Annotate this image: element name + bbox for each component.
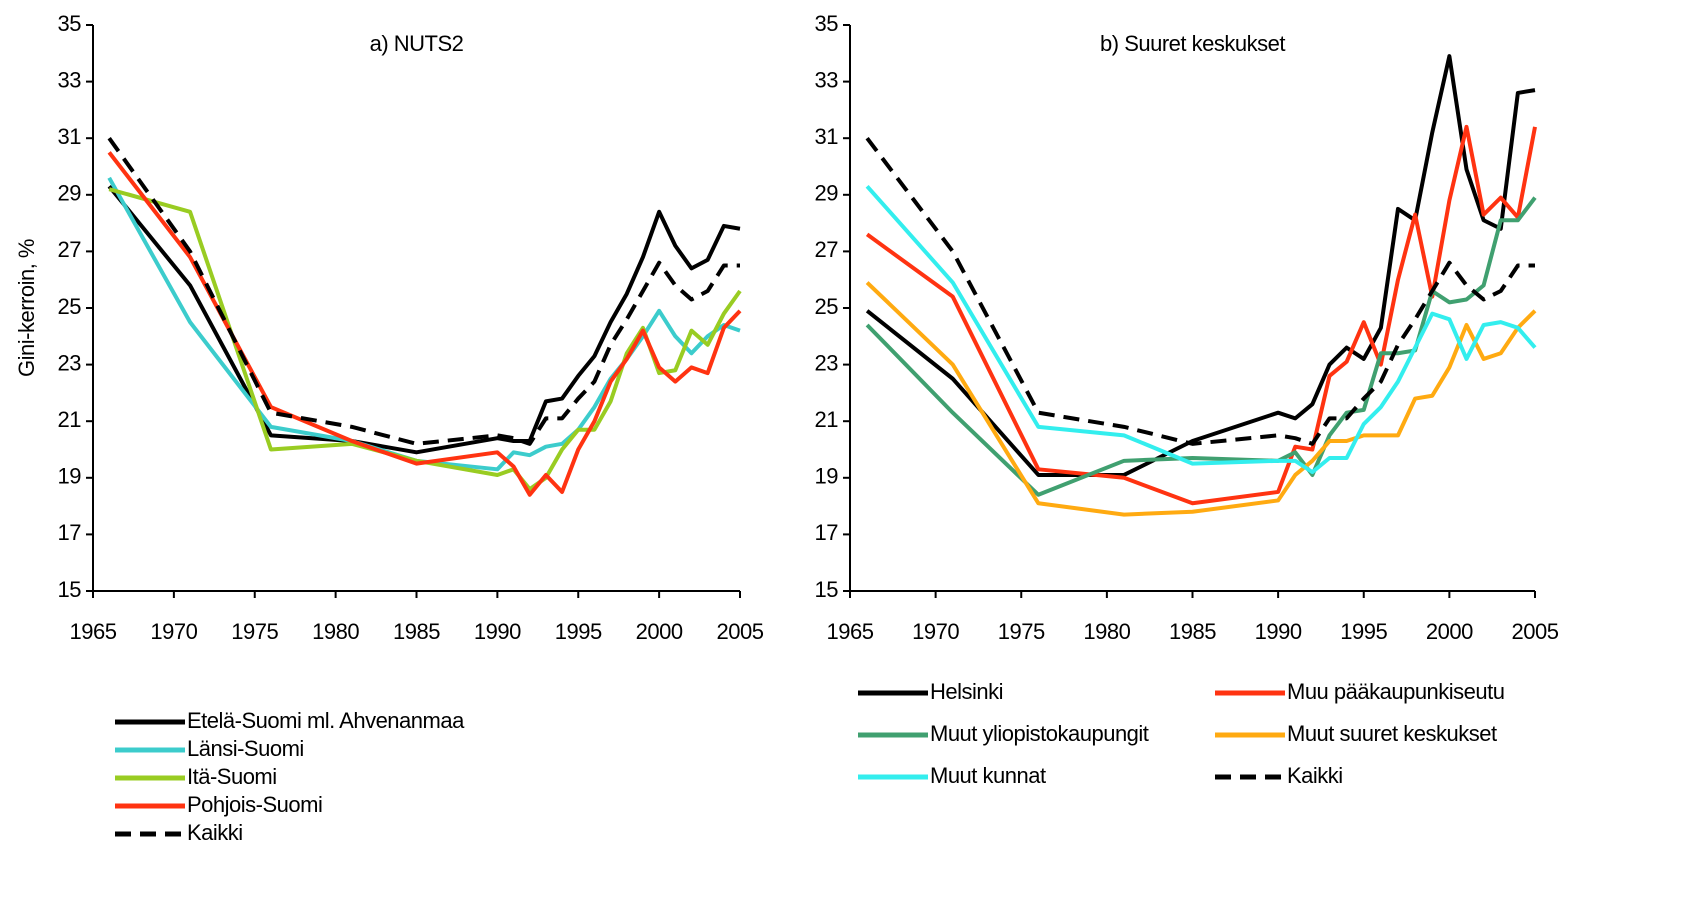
y-tick-label: 31 — [58, 124, 82, 149]
x-tick-label: 1975 — [998, 619, 1045, 644]
y-tick-label: 35 — [815, 11, 839, 36]
y-tick-label: 15 — [58, 577, 82, 602]
y-tick-label: 35 — [58, 11, 82, 36]
y-tick-label: 21 — [815, 407, 839, 432]
y-tick-label: 23 — [815, 350, 839, 375]
legend-label: Muut suuret keskukset — [1287, 721, 1497, 746]
legend-label: Kaikki — [187, 820, 243, 845]
series-line — [107, 151, 742, 497]
x-tick-label: 1965 — [70, 619, 117, 644]
x-tick-label: 2000 — [1426, 619, 1473, 644]
x-tick-label: 1990 — [1255, 619, 1302, 644]
chart-title: a) NUTS2 — [370, 31, 464, 56]
legend-label: Helsinki — [930, 679, 1003, 704]
series-line — [107, 137, 740, 446]
series-line — [107, 185, 741, 455]
y-tick-label: 29 — [815, 181, 839, 206]
x-tick-label: 1975 — [231, 619, 278, 644]
x-tick-label: 2000 — [636, 619, 683, 644]
y-tick-label: 25 — [58, 294, 82, 319]
series-line — [865, 54, 1536, 477]
legend-label: Kaikki — [1287, 763, 1343, 788]
chart-title: b) Suuret keskukset — [1100, 31, 1285, 56]
x-tick-label: 1980 — [1083, 619, 1130, 644]
x-tick-label: 1985 — [393, 619, 440, 644]
y-tick-label: 21 — [58, 407, 82, 432]
legend-label: Etelä-Suomi ml. Ahvenanmaa — [187, 708, 465, 733]
y-axis-label: Gini-kerroin, % — [14, 239, 39, 377]
legend-label: Länsi-Suomi — [187, 736, 304, 761]
legend-label: Muut kunnat — [930, 763, 1046, 788]
y-tick-label: 33 — [58, 67, 82, 92]
y-tick-label: 19 — [815, 464, 839, 489]
x-tick-label: 1965 — [827, 619, 874, 644]
x-tick-label: 1995 — [1340, 619, 1387, 644]
y-tick-label: 23 — [58, 350, 82, 375]
x-tick-label: 2005 — [717, 619, 764, 644]
x-tick-label: 1980 — [312, 619, 359, 644]
y-tick-label: 15 — [815, 577, 839, 602]
x-tick-label: 1995 — [555, 619, 602, 644]
series-line — [107, 176, 741, 472]
y-tick-label: 19 — [58, 464, 82, 489]
y-tick-label: 27 — [58, 237, 82, 262]
y-tick-label: 17 — [58, 520, 82, 545]
y-tick-label: 31 — [815, 124, 839, 149]
y-tick-label: 17 — [815, 520, 839, 545]
x-tick-label: 2005 — [1512, 619, 1559, 644]
series-line — [865, 196, 1537, 497]
series-line — [865, 124, 1537, 506]
legend-label: Pohjois-Suomi — [187, 792, 322, 817]
x-tick-label: 1990 — [474, 619, 521, 644]
y-tick-label: 29 — [58, 181, 82, 206]
legend-label: Itä-Suomi — [187, 764, 277, 789]
x-tick-label: 1970 — [912, 619, 959, 644]
series-line — [865, 184, 1537, 475]
series-line — [865, 136, 1535, 446]
legend-label: Muut yliopistokaupungit — [930, 721, 1149, 746]
y-tick-label: 25 — [815, 294, 839, 319]
x-tick-label: 1970 — [150, 619, 197, 644]
y-tick-label: 27 — [815, 237, 839, 262]
legend-label: Muu pääkaupunkiseutu — [1287, 679, 1505, 704]
x-tick-label: 1985 — [1169, 619, 1216, 644]
series-line — [865, 281, 1537, 517]
y-tick-label: 33 — [815, 67, 839, 92]
